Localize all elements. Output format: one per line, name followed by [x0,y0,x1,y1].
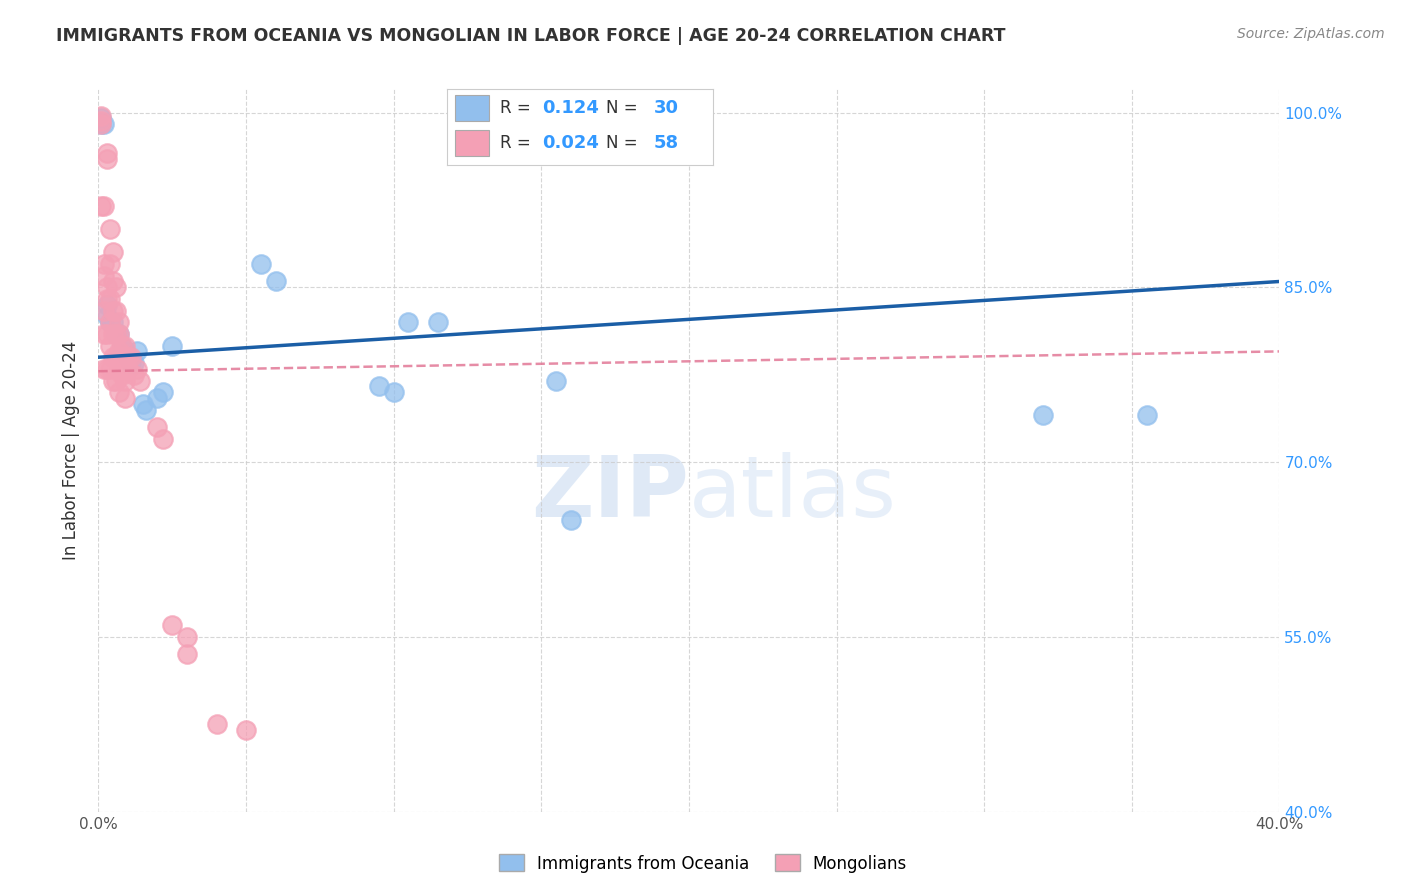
Point [125,362,148,376]
Point [114,338,136,352]
Point [90,117,112,131]
Point [90,117,112,131]
Point [117,350,139,364]
Point [105,303,128,318]
Point [120,356,142,370]
Point [105,350,128,364]
Point [114,350,136,364]
Point [108,315,131,329]
Legend: Immigrants from Oceania, Mongolians: Immigrants from Oceania, Mongolians [492,847,914,880]
Point [111,338,134,352]
Text: atlas: atlas [689,452,897,535]
Text: IMMIGRANTS FROM OCEANIA VS MONGOLIAN IN LABOR FORCE | AGE 20-24 CORRELATION CHAR: IMMIGRANTS FROM OCEANIA VS MONGOLIAN IN … [56,27,1005,45]
Point [93,326,115,341]
Point [96,362,118,376]
Point [108,362,131,376]
Point [108,385,131,400]
Point [93,257,115,271]
Point [560,513,582,527]
Point [93,303,115,318]
Point [111,368,134,382]
Point [427,315,450,329]
Point [398,315,420,329]
Point [152,432,174,446]
Point [105,326,128,341]
Point [122,356,145,370]
Point [96,280,118,294]
Point [103,374,125,388]
Point [114,374,136,388]
Point [205,717,228,731]
Point [103,315,125,329]
Point [152,385,174,400]
Point [98,315,121,329]
Point [122,368,145,382]
Point [132,397,155,411]
Point [117,362,139,376]
Point [114,391,136,405]
Point [96,326,118,341]
Point [103,326,125,341]
Point [1032,409,1054,423]
Point [98,362,121,376]
Point [96,292,118,306]
Point [120,350,142,364]
Text: ZIP: ZIP [531,452,689,535]
Y-axis label: In Labor Force | Age 20-24: In Labor Force | Age 20-24 [62,341,80,560]
Point [162,338,183,352]
Point [117,350,139,364]
Point [111,338,134,352]
Point [103,350,125,364]
Point [114,344,136,359]
Point [93,117,115,131]
Point [98,292,121,306]
Point [250,257,273,271]
Point [108,326,131,341]
Point [90,112,112,126]
Point [135,402,157,417]
Point [1136,409,1159,423]
Point [96,298,118,312]
Point [96,146,118,161]
Point [90,109,112,123]
Point [96,310,118,324]
Point [96,152,118,166]
Point [235,723,257,738]
Point [146,420,169,434]
Point [93,268,115,283]
Point [93,362,115,376]
Point [382,385,405,400]
Point [98,257,121,271]
Point [103,245,125,260]
Point [98,222,121,236]
Point [108,344,131,359]
Point [98,315,121,329]
Point [98,338,121,352]
Point [176,630,198,644]
Point [128,374,150,388]
Point [90,113,112,128]
Point [146,391,169,405]
Point [105,326,128,341]
Point [546,374,568,388]
Point [90,199,112,213]
Point [103,275,125,289]
Point [176,648,198,662]
Point [105,374,128,388]
Text: Source: ZipAtlas.com: Source: ZipAtlas.com [1237,27,1385,41]
Point [368,379,391,393]
Point [108,326,131,341]
Point [264,275,287,289]
Point [93,199,115,213]
Point [111,350,134,364]
Point [105,280,128,294]
Point [103,303,125,318]
Point [162,618,183,632]
Point [125,344,148,359]
